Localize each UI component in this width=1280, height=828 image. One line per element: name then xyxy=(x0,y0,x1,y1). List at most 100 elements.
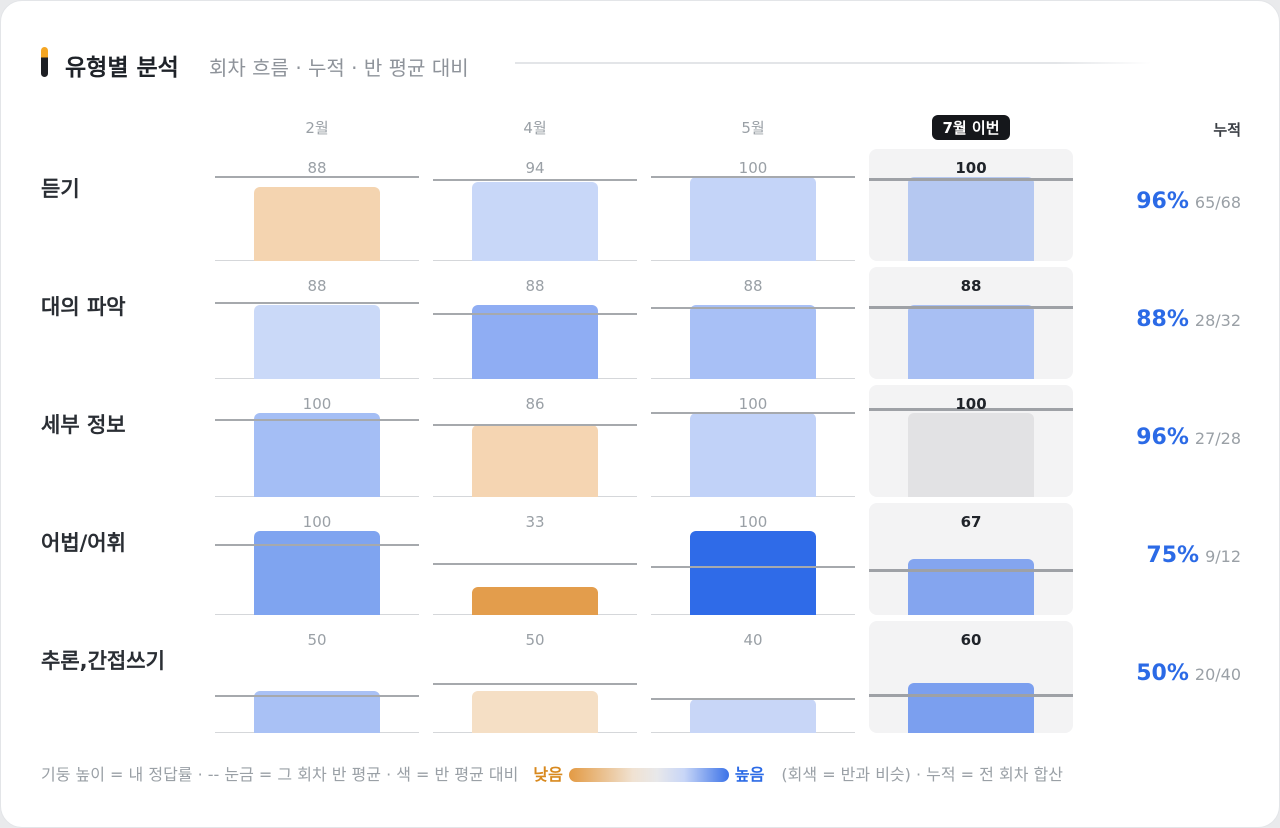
current-score-cell: 60 xyxy=(869,621,1073,733)
score-cell: 94 xyxy=(433,149,637,261)
score-value-label: 40 xyxy=(743,631,763,649)
class-average-tick xyxy=(215,695,419,698)
header-accent-bar xyxy=(41,47,48,77)
cumulative-score: 75% 9/12 xyxy=(1091,543,1241,568)
score-value-label: 100 xyxy=(302,513,332,531)
legend-high-label: 높음 xyxy=(734,765,765,784)
class-average-tick xyxy=(433,178,637,181)
score-value-label: 88 xyxy=(525,277,545,295)
cumulative-score: 88% 28/32 xyxy=(1091,307,1241,332)
score-value-label: 88 xyxy=(743,277,763,295)
score-value-label: 88 xyxy=(307,159,327,177)
cumulative-fraction: 9/12 xyxy=(1205,547,1241,566)
current-score-cell: 88 xyxy=(869,267,1073,379)
class-average-tick xyxy=(215,544,419,547)
current-month-badge: 7월 이번 xyxy=(932,115,1010,140)
class-average-tick xyxy=(651,412,855,414)
current-score-cell: 67 xyxy=(869,503,1073,615)
class-average-tick xyxy=(433,562,637,565)
score-value-label: 100 xyxy=(955,395,987,413)
month-header-feb: 2월 xyxy=(305,119,329,137)
score-cell: 100 xyxy=(651,149,855,261)
score-bar xyxy=(472,587,598,615)
class-average-tick xyxy=(433,423,637,426)
score-bar xyxy=(472,305,598,379)
class-average-tick xyxy=(215,302,419,305)
score-bar xyxy=(254,413,380,497)
class-average-tick xyxy=(869,408,1073,412)
cumulative-fraction: 28/32 xyxy=(1194,311,1241,330)
section-title: 유형별 분석 xyxy=(65,55,179,81)
class-average-tick xyxy=(433,313,637,316)
class-average-tick xyxy=(651,176,855,178)
score-cell: 33 xyxy=(433,503,637,615)
score-cell: 100 xyxy=(651,385,855,497)
score-bar xyxy=(690,305,816,379)
score-bar xyxy=(908,413,1034,497)
header-divider xyxy=(515,62,1151,64)
score-value-label: 88 xyxy=(307,277,327,295)
score-value-label: 100 xyxy=(738,513,768,531)
row-label: 듣기 xyxy=(41,177,80,201)
class-average-tick xyxy=(215,176,419,178)
month-header-current: 7월 이번 xyxy=(869,115,1073,140)
class-average-tick xyxy=(651,566,855,569)
cumulative-percent: 96% xyxy=(1136,189,1189,214)
score-bar xyxy=(690,531,816,615)
score-bar xyxy=(254,305,380,379)
class-average-tick xyxy=(869,569,1073,573)
score-bar xyxy=(908,305,1034,379)
score-cell: 50 xyxy=(215,621,419,733)
score-bar xyxy=(690,699,816,733)
score-cell: 88 xyxy=(215,267,419,379)
score-cell: 88 xyxy=(433,267,637,379)
cumulative-percent: 88% xyxy=(1136,307,1189,332)
class-average-tick xyxy=(869,305,1073,309)
section-subtitle: 회차 흐름 · 누적 · 반 평균 대비 xyxy=(209,56,469,80)
score-bar xyxy=(472,182,598,261)
score-bar xyxy=(690,177,816,261)
score-cell: 88 xyxy=(651,267,855,379)
score-cell: 100 xyxy=(215,385,419,497)
month-header-apr: 4월 xyxy=(523,119,547,137)
score-cell: 40 xyxy=(651,621,855,733)
class-average-tick xyxy=(869,177,1073,181)
score-value-label: 100 xyxy=(302,395,332,413)
score-value-label: 100 xyxy=(738,159,768,177)
score-value-label: 50 xyxy=(525,631,545,649)
score-cell: 100 xyxy=(215,503,419,615)
row-label: 추론,간접쓰기 xyxy=(41,649,165,673)
cumulative-fraction: 65/68 xyxy=(1194,193,1241,212)
score-cell: 86 xyxy=(433,385,637,497)
cumulative-header: 누적 xyxy=(1213,121,1241,139)
score-value-label: 100 xyxy=(738,395,768,413)
cumulative-score: 96% 27/28 xyxy=(1091,425,1241,450)
cumulative-score: 50% 20/40 xyxy=(1091,661,1241,686)
score-bar xyxy=(472,691,598,733)
score-bar xyxy=(254,187,380,261)
score-value-label: 67 xyxy=(960,513,982,531)
row-label: 대의 파악 xyxy=(41,295,126,319)
class-average-tick xyxy=(651,698,855,701)
score-bar xyxy=(908,177,1034,261)
score-value-label: 88 xyxy=(960,277,982,295)
cumulative-fraction: 20/40 xyxy=(1194,665,1241,684)
row-label: 어법/어휘 xyxy=(41,531,126,555)
legend: 기둥 높이 = 내 정답률 · -- 눈금 = 그 회차 반 평균 · 색 = … xyxy=(41,761,1063,785)
score-value-label: 33 xyxy=(525,513,545,531)
score-cell: 50 xyxy=(433,621,637,733)
class-average-tick xyxy=(651,306,855,309)
cumulative-fraction: 27/28 xyxy=(1194,429,1241,448)
score-bar xyxy=(690,413,816,497)
section-header: 유형별 분석 회차 흐름 · 누적 · 반 평균 대비 xyxy=(41,45,1151,81)
score-value-label: 100 xyxy=(955,159,987,177)
score-cell: 100 xyxy=(651,503,855,615)
score-value-label: 86 xyxy=(525,395,545,413)
month-header-may: 5월 xyxy=(741,119,765,137)
row-label: 세부 정보 xyxy=(41,413,126,437)
score-cell: 88 xyxy=(215,149,419,261)
score-bar xyxy=(472,424,598,497)
cumulative-percent: 75% xyxy=(1146,543,1200,568)
class-average-tick xyxy=(869,694,1073,698)
score-bar xyxy=(908,558,1034,615)
